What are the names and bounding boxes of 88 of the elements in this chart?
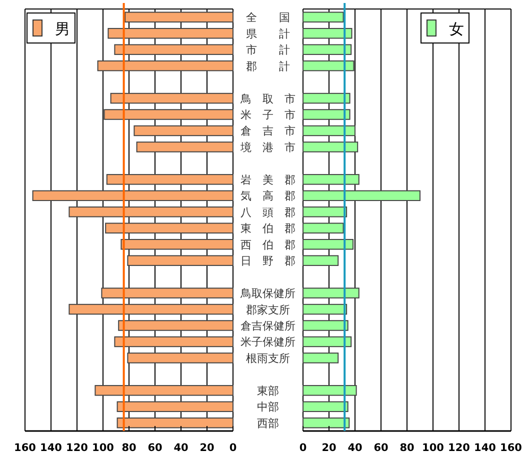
bar [302,418,350,428]
bar [302,28,352,39]
x-tick-label: 40 [348,442,362,454]
bar [302,320,348,331]
bar [302,206,348,218]
bar [127,255,234,266]
legend: 男 [26,12,76,44]
bar [94,385,234,396]
x-tick-label: 60 [374,442,388,454]
x-tick-label: 160 [14,442,36,454]
bar [136,142,234,152]
bar [302,92,350,104]
bar [302,352,339,364]
bar [302,190,420,202]
bar [302,12,344,22]
y-tick-label: 東部 [257,384,279,398]
y-tick-label: 気 高 郡 [240,190,296,203]
bar [124,12,234,22]
bar [120,238,234,250]
bar [302,255,339,266]
bar [302,336,352,348]
y-tick-label: 東 伯 郡 [240,222,296,236]
bar [302,401,348,412]
y-tick-label: 西 伯 郡 [240,238,296,252]
x-tick-label: 0 [299,442,307,454]
bar [106,174,234,185]
bar [116,418,234,428]
y-tick-label: 八 頭 郡 [240,206,296,219]
bar [116,401,234,412]
x-tick-label: 100 [92,442,114,454]
y-tick-label: 郡 計 [246,60,290,73]
x-tick-label: 20 [200,442,214,454]
y-tick-label: 鳥 取 市 [240,92,296,106]
bar [114,44,234,55]
bar [97,60,234,72]
bar [105,222,234,234]
bar [134,125,234,136]
y-tick-label: 全 国 [246,11,290,24]
y-tick-label: 倉 吉 市 [240,124,296,138]
bar [32,190,234,202]
x-tick-label: 80 [122,442,136,454]
x-tick-label: 120 [66,442,88,454]
bar [302,385,357,396]
y-tick-label: 倉吉保健所 [240,320,296,332]
bar [302,109,350,120]
legend-label: 女 [449,20,464,38]
y-tick-label: 市 計 [246,44,290,57]
bar [302,125,356,136]
x-tick-label: 60 [148,442,162,454]
bar [118,320,234,331]
bar [302,60,354,72]
y-tick-label: 根雨支所 [246,352,290,365]
bar [302,174,360,185]
y-tick-label: 県 計 [246,27,290,40]
x-tick-label: 140 [40,442,62,454]
x-tick-label: 100 [422,442,444,454]
bar [104,109,234,120]
bar [302,238,354,250]
bar [127,352,234,364]
x-tick-label: 120 [448,442,470,454]
bar [302,288,360,298]
y-tick-label: 岩 美 郡 [240,173,296,186]
bar [302,44,352,55]
x-tick-label: 140 [474,442,496,454]
bar [68,304,234,315]
x-tick-label: 0 [229,442,237,454]
x-tick-label: 160 [500,442,522,454]
y-tick-label: 日 野 郡 [240,254,296,268]
y-tick-label: 境 港 市 [240,140,296,154]
y-tick-label: 中部 [257,400,279,414]
y-tick-label: 米子保健所 [240,336,296,349]
bar [68,206,234,218]
legend: 女 [420,12,470,44]
y-tick-label: 郡家支所 [246,303,290,316]
bar [302,222,344,234]
bar [101,288,234,298]
bar [302,304,348,315]
bar [110,92,234,104]
bar [108,28,234,39]
legend-label: 男 [55,20,70,38]
x-tick-label: 40 [174,442,188,454]
y-tick-label: 鳥取保健所 [240,287,296,300]
bar [302,142,358,152]
x-tick-label: 80 [400,442,414,454]
bar [114,336,234,348]
y-tick-label: 米 子 市 [240,108,296,122]
y-tick-label: 西部 [257,416,279,430]
x-tick-label: 20 [322,442,336,454]
